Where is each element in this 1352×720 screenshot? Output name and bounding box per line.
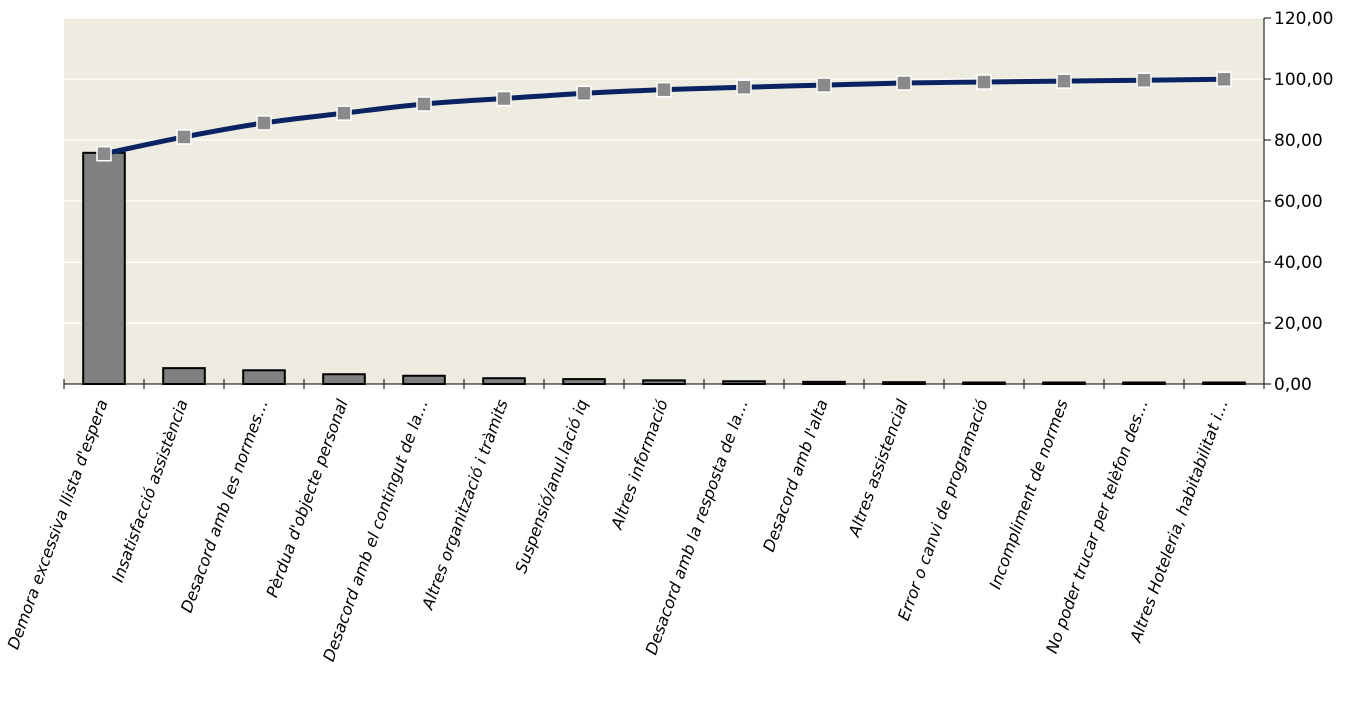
- line-point-marker: [896, 75, 912, 91]
- x-category-label: Error o canvi de programació: [894, 397, 992, 623]
- bar: [402, 374, 446, 386]
- x-category-label: Desacord amb les normes…: [177, 397, 272, 615]
- x-category-label: Pèrdua d'objecte personal: [262, 396, 352, 600]
- y-tick-label: 0,00: [1274, 375, 1312, 395]
- bar: [242, 369, 286, 385]
- x-category-label: Insatisfacció assistència: [108, 397, 192, 585]
- y-tick-label: 120,00: [1274, 9, 1333, 29]
- line-point-marker: [336, 105, 352, 121]
- x-category-label: Altres informació: [607, 397, 672, 533]
- line-point-marker: [816, 77, 832, 93]
- line-point-marker: [256, 115, 272, 131]
- x-category-label: Altres organització i tràmits: [418, 397, 512, 613]
- x-category-label: Suspensió/anul.lació iq: [511, 397, 592, 576]
- line-point-marker: [736, 79, 752, 95]
- line-point-marker: [976, 74, 992, 90]
- bar: [482, 377, 526, 385]
- bar: [82, 151, 126, 385]
- line-point-marker: [656, 81, 672, 98]
- y-tick-label: 80,00: [1274, 131, 1323, 151]
- line-point-marker: [96, 145, 112, 162]
- bar: [162, 367, 206, 386]
- x-category-label: Desacord amb l'alta: [759, 397, 832, 554]
- y-tick-label: 60,00: [1274, 192, 1323, 212]
- line-point-marker: [1216, 71, 1232, 88]
- y-tick-label: 100,00: [1274, 70, 1333, 90]
- line-point-marker: [1136, 72, 1152, 88]
- x-category-label: Demora excessiva llista d'espera: [3, 397, 111, 652]
- bar: [562, 378, 606, 385]
- line-point-marker: [496, 90, 512, 107]
- x-category-label: Altres Hoteleria, habitabilitat i…: [1126, 397, 1232, 646]
- line-point-marker: [1056, 73, 1072, 89]
- y-tick-label: 20,00: [1274, 314, 1323, 334]
- line-point-marker: [176, 129, 192, 145]
- bar: [322, 373, 366, 385]
- line-point-marker: [576, 85, 592, 102]
- y-tick-label: 40,00: [1274, 253, 1323, 273]
- line-point-marker: [416, 96, 432, 112]
- bar: [642, 379, 686, 385]
- x-category-label: Altres assistencial: [844, 396, 912, 540]
- x-category-label: Incompliment de normes: [985, 397, 1071, 592]
